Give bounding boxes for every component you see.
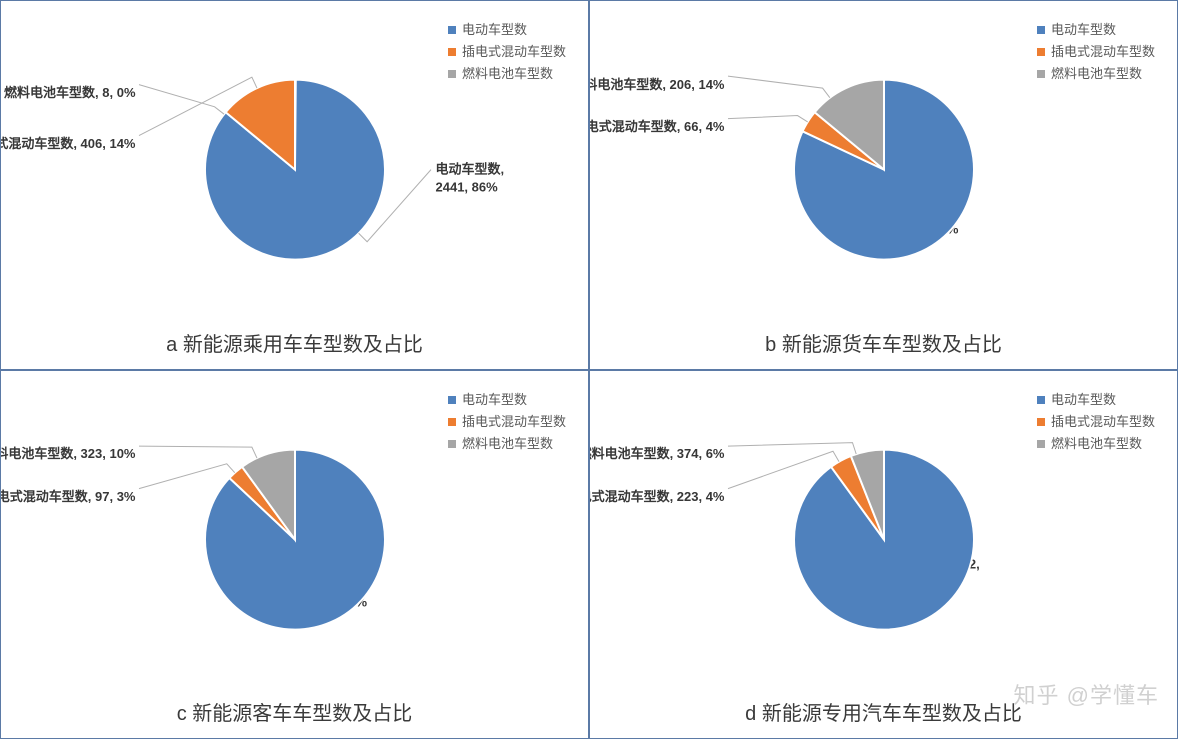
pie-chart	[589, 0, 1178, 362]
pie-chart	[589, 370, 1178, 732]
panel-c: 电动车型数插电式混动车型数燃料电池车型数电动车型数,2777, 87%插电式混动…	[0, 370, 589, 739]
leader-line	[728, 77, 830, 99]
chart-area: 电动车型数,2777, 87%插电式混动车型数, 97, 3%燃料电池车型数, …	[1, 371, 588, 739]
panel-caption: a 新能源乘用车车型数及占比	[1, 328, 588, 357]
leader-line	[728, 116, 808, 122]
pie-chart	[0, 0, 589, 362]
panel-a: 电动车型数插电式混动车型数燃料电池车型数电动车型数,2441, 86%插电式混动…	[0, 0, 589, 370]
chart-area: 电动车型数,1260, 82%插电式混动车型数, 66, 4%燃料电池车型数, …	[590, 1, 1177, 369]
leader-line	[139, 446, 257, 458]
pie-slice	[295, 80, 296, 170]
panel-caption: b 新能源货车车型数及占比	[590, 328, 1177, 357]
chart-area: 电动车型数, 5342,90%插电式混动车型数, 223, 4%燃料电池车型数,…	[590, 371, 1177, 739]
panel-b: 电动车型数插电式混动车型数燃料电池车型数电动车型数,1260, 82%插电式混动…	[589, 0, 1178, 370]
leader-line	[139, 464, 235, 489]
chart-grid: 电动车型数插电式混动车型数燃料电池车型数电动车型数,2441, 86%插电式混动…	[0, 0, 1178, 739]
pie-chart	[0, 370, 589, 732]
chart-area: 电动车型数,2441, 86%插电式混动车型数, 406, 14%燃料电池车型数…	[1, 1, 588, 369]
panel-d: 电动车型数插电式混动车型数燃料电池车型数电动车型数, 5342,90%插电式混动…	[589, 370, 1178, 739]
panel-caption: d 新能源专用汽车车型数及占比	[590, 697, 1177, 726]
panel-caption: c 新能源客车车型数及占比	[1, 697, 588, 726]
leader-line	[728, 442, 856, 453]
leader-line	[139, 85, 224, 115]
